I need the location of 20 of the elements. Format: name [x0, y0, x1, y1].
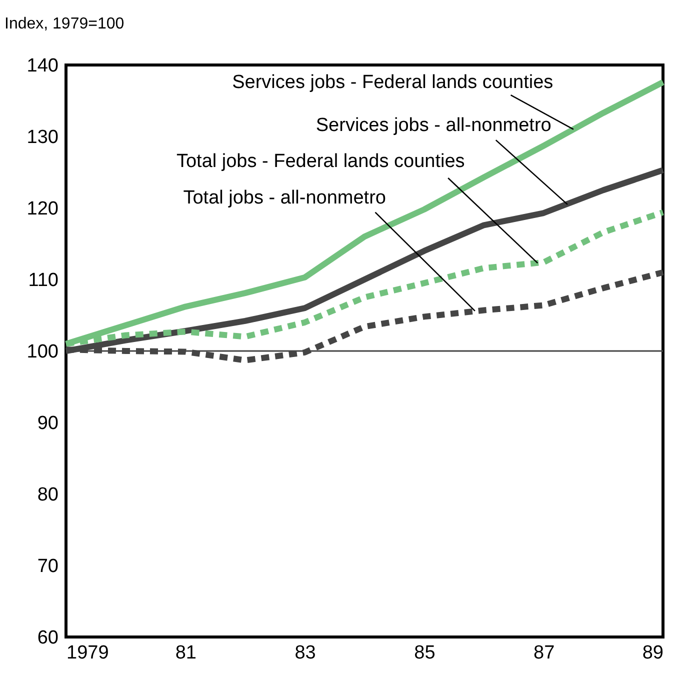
y-tick-label: 120	[26, 198, 58, 220]
x-tick-label: 83	[294, 642, 316, 664]
y-tick-label: 70	[37, 556, 58, 577]
y-tick-label: 140	[26, 56, 58, 76]
x-tick-label: 1979	[66, 642, 109, 664]
y-tick-label: 80	[37, 484, 58, 506]
y-axis-title: Index, 1979=100	[4, 16, 124, 32]
x-tick-label: 89	[642, 642, 664, 664]
x-tick-label: 85	[414, 642, 436, 664]
annotation: Total jobs - all-nonmetro	[183, 187, 386, 208]
y-tick-label: 110	[28, 270, 58, 291]
y-tick-label: 90	[37, 413, 58, 434]
annotation: Total jobs - Federal lands counties	[176, 150, 465, 172]
x-tick-label: 87	[534, 642, 555, 664]
annotation: Services jobs - Federal lands counties	[232, 72, 554, 94]
y-tick-label: 60	[37, 628, 58, 648]
y-tick-label: 130	[26, 127, 58, 148]
annotation: Services jobs - all-nonmetro	[316, 115, 552, 136]
y-tick-label: 100	[26, 342, 58, 362]
x-tick-label: 81	[175, 642, 196, 664]
